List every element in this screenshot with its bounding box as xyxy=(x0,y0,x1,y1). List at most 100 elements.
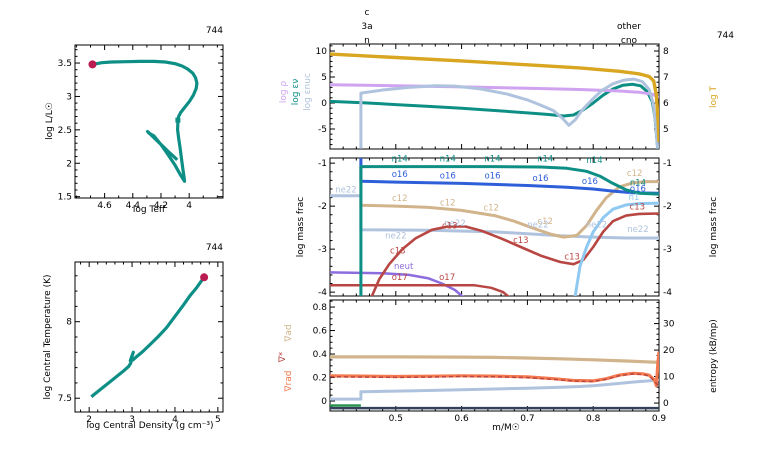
curve-label-o17: o17 xyxy=(392,273,408,283)
y-axis-title-log-eps-nuc: log εnuc xyxy=(303,73,313,111)
burn-label-n: n xyxy=(364,36,370,46)
curve-label-n14: n14 xyxy=(484,154,500,164)
profile-top-y-tick-label: 0 xyxy=(321,99,327,109)
grad-ad-label: ∇ad xyxy=(284,324,294,342)
tc-rhoc-x-tick-label: 2 xyxy=(86,415,92,425)
curve-label-o16: o16 xyxy=(440,172,456,182)
hrd-x-tick-label: 4.2 xyxy=(154,201,168,211)
series-n14 xyxy=(359,165,659,296)
hrd-y-tick-label: 3 xyxy=(66,92,72,102)
profile-abund-frame xyxy=(329,157,660,297)
x-axis-title: log Teff xyxy=(133,205,166,215)
series-trho-track xyxy=(90,276,206,398)
curve-label-ne22: ne22 xyxy=(385,231,406,241)
hr-track-knot xyxy=(175,117,181,123)
profile-grad-x-tick-label: 0.8 xyxy=(586,414,601,424)
right-axis-title-log-T: log T xyxy=(709,85,719,108)
hrd-y-tick-label: 3.5 xyxy=(58,59,72,69)
curve-label-c13: c13 xyxy=(390,246,406,256)
profile-grad-right-tick-label: 20 xyxy=(663,346,675,356)
profile-grad-right-tick-label: 30 xyxy=(663,320,675,330)
profile-grad-x-tick-label: 0.9 xyxy=(652,414,667,424)
x-axis-title: log Central Density (g cm⁻³) xyxy=(87,421,214,431)
model-number: 744 xyxy=(717,31,734,41)
chart-hrd: 4.6 4.4 4.2 4 1.5 2 2.5 3 3.5 744 log L/L☉ log Teff xyxy=(45,26,224,215)
profile-grad-x-tick-label: 0.7 xyxy=(520,414,534,424)
tc-rhoc-y-tick-label: 7.5 xyxy=(58,394,72,404)
profile-grad-right-tick-label: 10 xyxy=(663,373,675,383)
profile-top-y-tick-label: 5 xyxy=(321,73,327,83)
curve-label-ne22: ne22 xyxy=(586,221,607,231)
curve-label-h1: h1 xyxy=(629,193,640,203)
hr-current-model-dot xyxy=(88,60,97,69)
curve-label-o16: o16 xyxy=(392,170,408,180)
y-axis-title-left: log mass frac xyxy=(296,197,306,257)
profile-grad-y-tick-label: 0.8 xyxy=(313,303,328,313)
trho-current-model-dot xyxy=(200,273,209,282)
series-log-T xyxy=(330,52,659,143)
y-axis-title-right: log mass frac xyxy=(709,197,719,257)
hrd-y-tick-label: 2 xyxy=(66,159,72,169)
series-log-eps-nuc xyxy=(359,77,659,149)
hrd-y-tick-label: 2.5 xyxy=(58,126,72,136)
burn-label-3a: 3a xyxy=(361,22,372,32)
grad-star-label: ∇* xyxy=(278,351,288,363)
series-grad-star xyxy=(330,373,659,388)
y-axis-title: log Central Temperature (K) xyxy=(43,274,53,399)
curve-label-o17: o17 xyxy=(439,273,455,283)
profile-grad-x-tick-label: 0.5 xyxy=(389,414,403,424)
series-o17 xyxy=(330,284,510,296)
profile-top-y-tick-label: 10 xyxy=(316,47,328,57)
curve-label-o16: o16 xyxy=(533,174,549,184)
profile-grad-y-tick-label: 0 xyxy=(321,397,327,407)
x-axis-title: m/M☉ xyxy=(492,423,520,433)
curve-label-n14: n14 xyxy=(392,154,408,164)
curve-label-c12: c12 xyxy=(392,194,408,204)
curve-label-c12: c12 xyxy=(483,203,499,213)
hrd-x-tick-label: 4.4 xyxy=(126,201,141,211)
profile-abund-right-tick-label: -2 xyxy=(663,202,672,212)
profile-abund-y-tick-label: -2 xyxy=(318,202,327,212)
model-number: 744 xyxy=(206,26,223,36)
tc-rhoc-x-tick-label: 5 xyxy=(215,415,221,425)
series-o16 xyxy=(359,158,659,195)
right-axis-title-entropy: entropy (kB/mp) xyxy=(709,319,719,393)
profile-abund-right-tick-label: -3 xyxy=(663,245,672,255)
series-log-eps-nu xyxy=(330,82,659,149)
profile-grad-y-tick-label: 0.4 xyxy=(313,350,328,360)
curve-label-o16: o16 xyxy=(582,177,598,187)
series-h1 xyxy=(573,201,659,296)
chart-tc-rhoc: 2 3 4 5 7.5 8 744 log Central Temperature (K) lo… xyxy=(43,243,224,431)
profile-top-right-tick-label: 7 xyxy=(663,73,669,83)
profile-abund-y-tick-label: -3 xyxy=(318,245,327,255)
curve-label-c13: c13 xyxy=(564,252,580,262)
curve-label-ne22: ne22 xyxy=(527,221,548,231)
profile-top-y-tick-label: -5 xyxy=(318,125,327,135)
curve-label-o16: o16 xyxy=(630,185,646,195)
series-c13 xyxy=(370,212,659,296)
curve-label-ne22: ne22 xyxy=(335,185,356,195)
profile-abund-right-tick-label: -1 xyxy=(663,159,672,169)
series-entropy xyxy=(330,378,659,401)
hrd-frame xyxy=(74,44,224,199)
profile-grad-right-tick-label: 0 xyxy=(663,399,669,409)
curve-label-n14: n14 xyxy=(586,156,602,166)
curve-label-c12: c12 xyxy=(537,217,553,227)
curve-label-c13: c13 xyxy=(513,236,529,246)
profile-top-frame xyxy=(329,43,660,150)
burn-label-cno: cno xyxy=(621,36,638,46)
curve-label-ne22: ne22 xyxy=(627,225,648,235)
curve-label-ne22: ne22 xyxy=(444,219,465,229)
curve-label-c12: c12 xyxy=(440,198,456,208)
tc-rhoc-y-tick-label: 8 xyxy=(66,318,72,328)
y-axis-title-log-rho: log ρ xyxy=(279,81,289,104)
y-axis-title: log L/L☉ xyxy=(45,102,55,140)
series-hr-track xyxy=(92,59,199,183)
curve-label-c12: c12 xyxy=(627,169,643,179)
y-axis-title-log-eps-nu: log εν xyxy=(291,79,301,105)
profile-top-right-tick-label: 6 xyxy=(663,99,669,109)
